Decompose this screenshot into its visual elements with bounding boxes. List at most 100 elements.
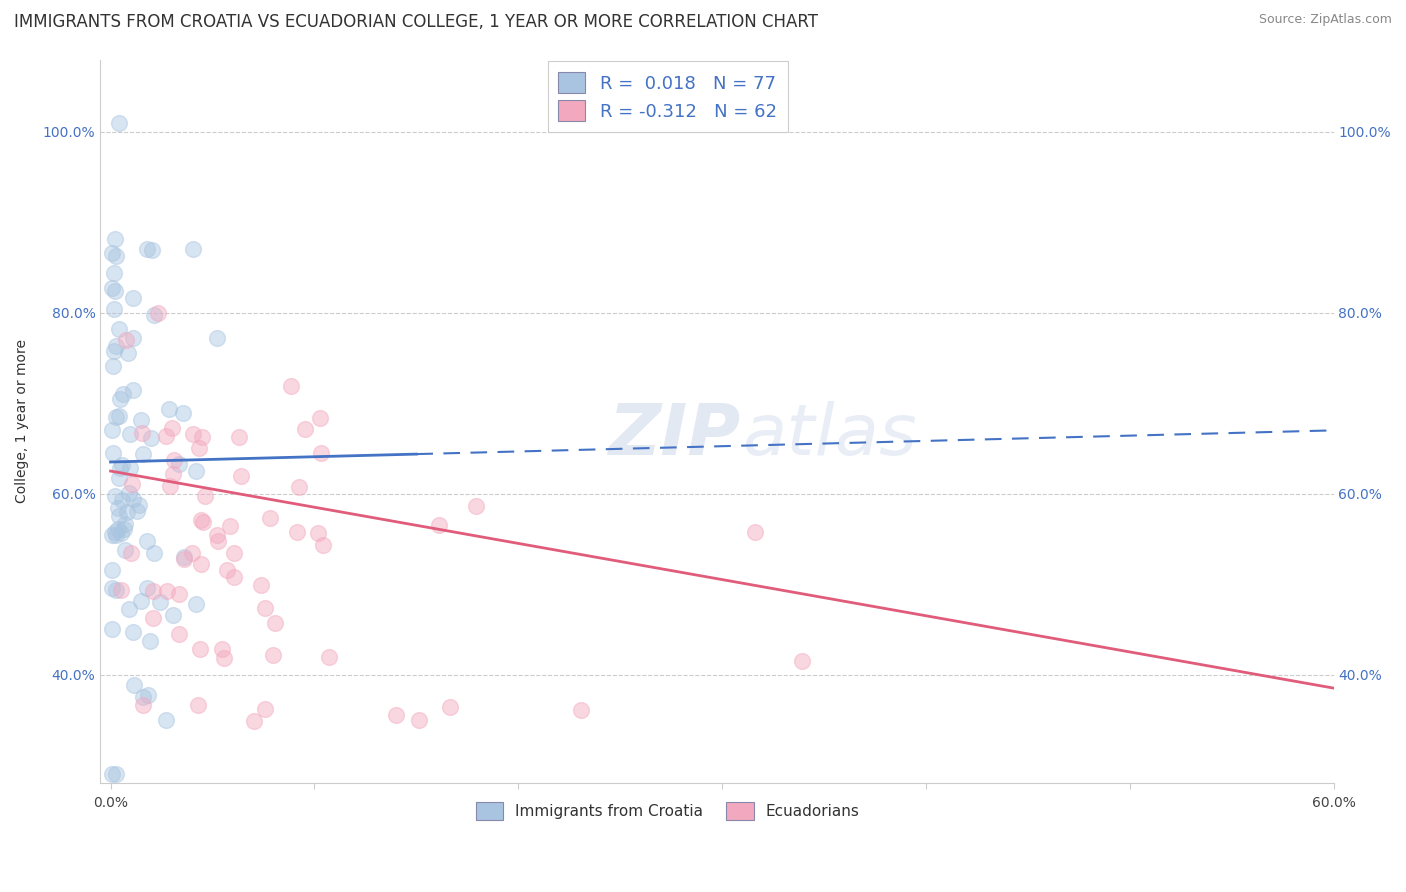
Point	[309, 446, 332, 460]
Point	[294, 422, 316, 436]
Point	[139, 634, 162, 648]
Point	[118, 601, 141, 615]
Point	[127, 503, 149, 517]
Point	[254, 702, 277, 716]
Point	[104, 409, 127, 424]
Point	[167, 587, 190, 601]
Point	[250, 578, 273, 592]
Point	[188, 642, 211, 657]
Point	[118, 461, 141, 475]
Point	[464, 499, 486, 513]
Point	[100, 564, 122, 578]
Point	[259, 510, 281, 524]
Point	[110, 582, 132, 597]
Point	[243, 714, 266, 728]
Point	[111, 387, 134, 401]
Point	[108, 460, 131, 475]
Point	[108, 392, 131, 406]
Point	[111, 458, 134, 472]
Point	[187, 441, 209, 455]
Point	[104, 767, 127, 781]
Point	[224, 546, 246, 560]
Point	[135, 533, 157, 548]
Point	[114, 517, 136, 532]
Point	[131, 426, 153, 441]
Point	[142, 546, 165, 560]
Point	[101, 359, 124, 373]
Point	[146, 306, 169, 320]
Point	[117, 505, 139, 519]
Point	[219, 519, 242, 533]
Point	[136, 688, 159, 702]
Point	[141, 244, 163, 258]
Point	[231, 468, 253, 483]
Point	[207, 528, 229, 542]
Point	[205, 331, 228, 345]
Point	[108, 508, 131, 523]
Point	[111, 492, 134, 507]
Point	[108, 116, 131, 130]
Legend: Immigrants from Croatia, Ecuadorians: Immigrants from Croatia, Ecuadorians	[470, 797, 866, 826]
Point	[183, 426, 205, 441]
Point	[408, 713, 430, 727]
Point	[100, 767, 122, 781]
Point	[280, 379, 302, 393]
Point	[103, 301, 125, 316]
Point	[187, 698, 209, 712]
Point	[114, 542, 136, 557]
Point	[104, 284, 127, 298]
Point	[132, 690, 155, 705]
Point	[115, 333, 138, 347]
Point	[121, 476, 143, 491]
Point	[181, 242, 204, 256]
Point	[122, 291, 145, 305]
Point	[191, 430, 214, 444]
Point	[790, 654, 813, 668]
Point	[318, 650, 340, 665]
Point	[173, 551, 195, 566]
Point	[159, 478, 181, 492]
Point	[744, 525, 766, 540]
Point	[122, 678, 145, 692]
Point	[228, 430, 250, 444]
Point	[312, 537, 335, 551]
Point	[253, 601, 276, 615]
Text: atlas: atlas	[741, 401, 917, 470]
Y-axis label: College, 1 year or more: College, 1 year or more	[15, 339, 30, 503]
Text: IMMIGRANTS FROM CROATIA VS ECUADORIAN COLLEGE, 1 YEAR OR MORE CORRELATION CHART: IMMIGRANTS FROM CROATIA VS ECUADORIAN CO…	[14, 13, 818, 31]
Point	[149, 594, 172, 608]
Point	[162, 467, 184, 482]
Point	[105, 582, 128, 597]
Point	[141, 584, 163, 599]
Point	[122, 383, 145, 397]
Point	[110, 525, 132, 540]
Point	[173, 549, 195, 564]
Point	[190, 558, 212, 572]
Point	[128, 499, 150, 513]
Point	[121, 492, 143, 507]
Point	[224, 570, 246, 584]
Point	[193, 515, 215, 529]
Point	[129, 594, 152, 608]
Point	[103, 266, 125, 280]
Point	[107, 409, 129, 423]
Point	[288, 480, 311, 494]
Point	[212, 650, 235, 665]
Point	[107, 522, 129, 536]
Point	[101, 281, 124, 295]
Point	[180, 546, 202, 560]
Point	[103, 343, 125, 358]
Point	[118, 427, 141, 442]
Point	[142, 611, 165, 625]
Point	[207, 534, 229, 549]
Point	[117, 485, 139, 500]
Point	[184, 598, 207, 612]
Point	[100, 527, 122, 541]
Point	[308, 411, 330, 425]
Text: Source: ZipAtlas.com: Source: ZipAtlas.com	[1258, 13, 1392, 27]
Point	[104, 232, 127, 246]
Point	[385, 708, 408, 723]
Point	[117, 346, 139, 360]
Point	[100, 622, 122, 636]
Point	[157, 402, 180, 417]
